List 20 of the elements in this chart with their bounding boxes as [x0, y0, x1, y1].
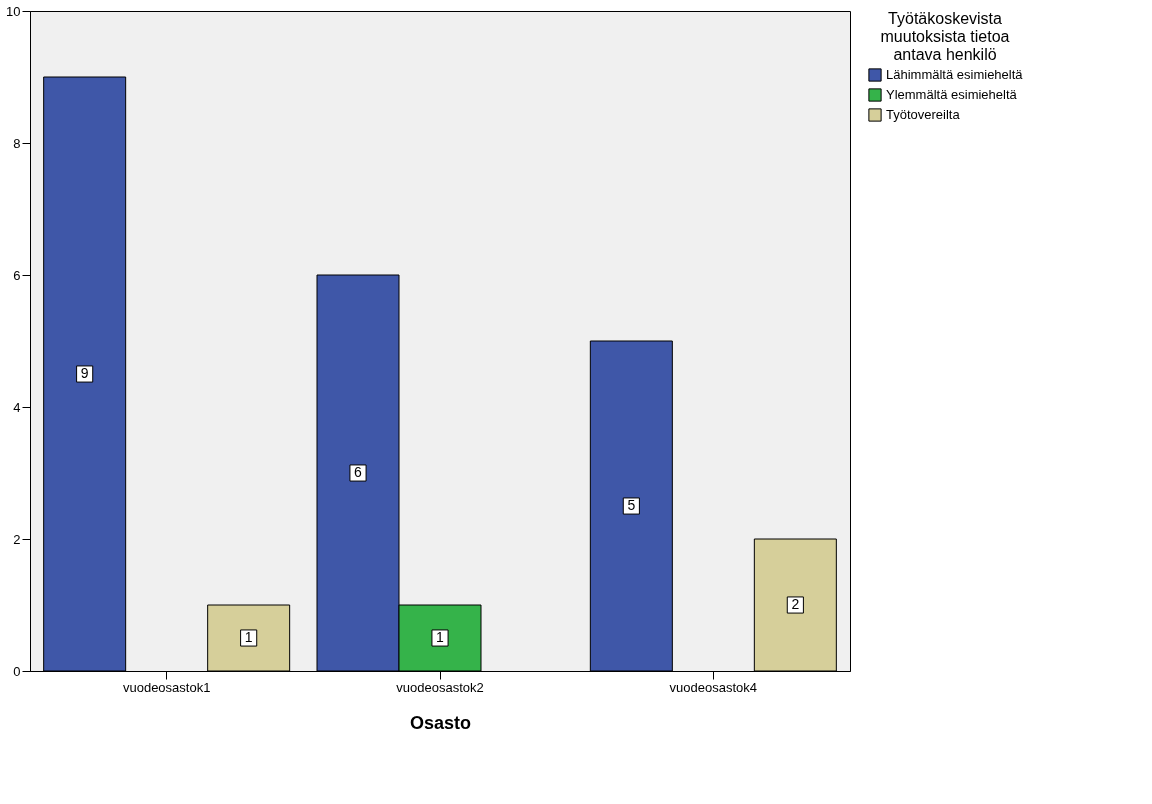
legend-label: Työtovereilta [886, 107, 961, 122]
x-tick-label: vuodeosastok1 [122, 679, 211, 695]
legend-title: Työtäkoskevista muutoksista tietoa antava henkilö [880, 10, 1010, 63]
y-tick-label: 4 [13, 399, 21, 415]
y-tick-label: 10 [6, 3, 21, 19]
legend-label: Ylemmältä esimieheltä [886, 87, 1018, 102]
data-label: 1 [436, 629, 445, 645]
data-label: 2 [791, 596, 800, 612]
data-label: 5 [627, 497, 636, 513]
x-axis-title: Osasto [409, 712, 472, 733]
data-label: 6 [354, 464, 363, 480]
legend-label: Lähimmältä esimieheltä [886, 67, 1024, 82]
data-label: 1 [244, 629, 253, 645]
y-tick-label: 6 [13, 267, 21, 283]
data-label: 9 [80, 365, 89, 381]
y-tick-label: 8 [13, 135, 21, 151]
x-tick-label: vuodeosastok2 [396, 679, 484, 695]
y-tick-label: 0 [13, 663, 21, 679]
x-tick-label: vuodeosastok4 [669, 679, 758, 695]
y-tick-label: 2 [13, 531, 21, 547]
